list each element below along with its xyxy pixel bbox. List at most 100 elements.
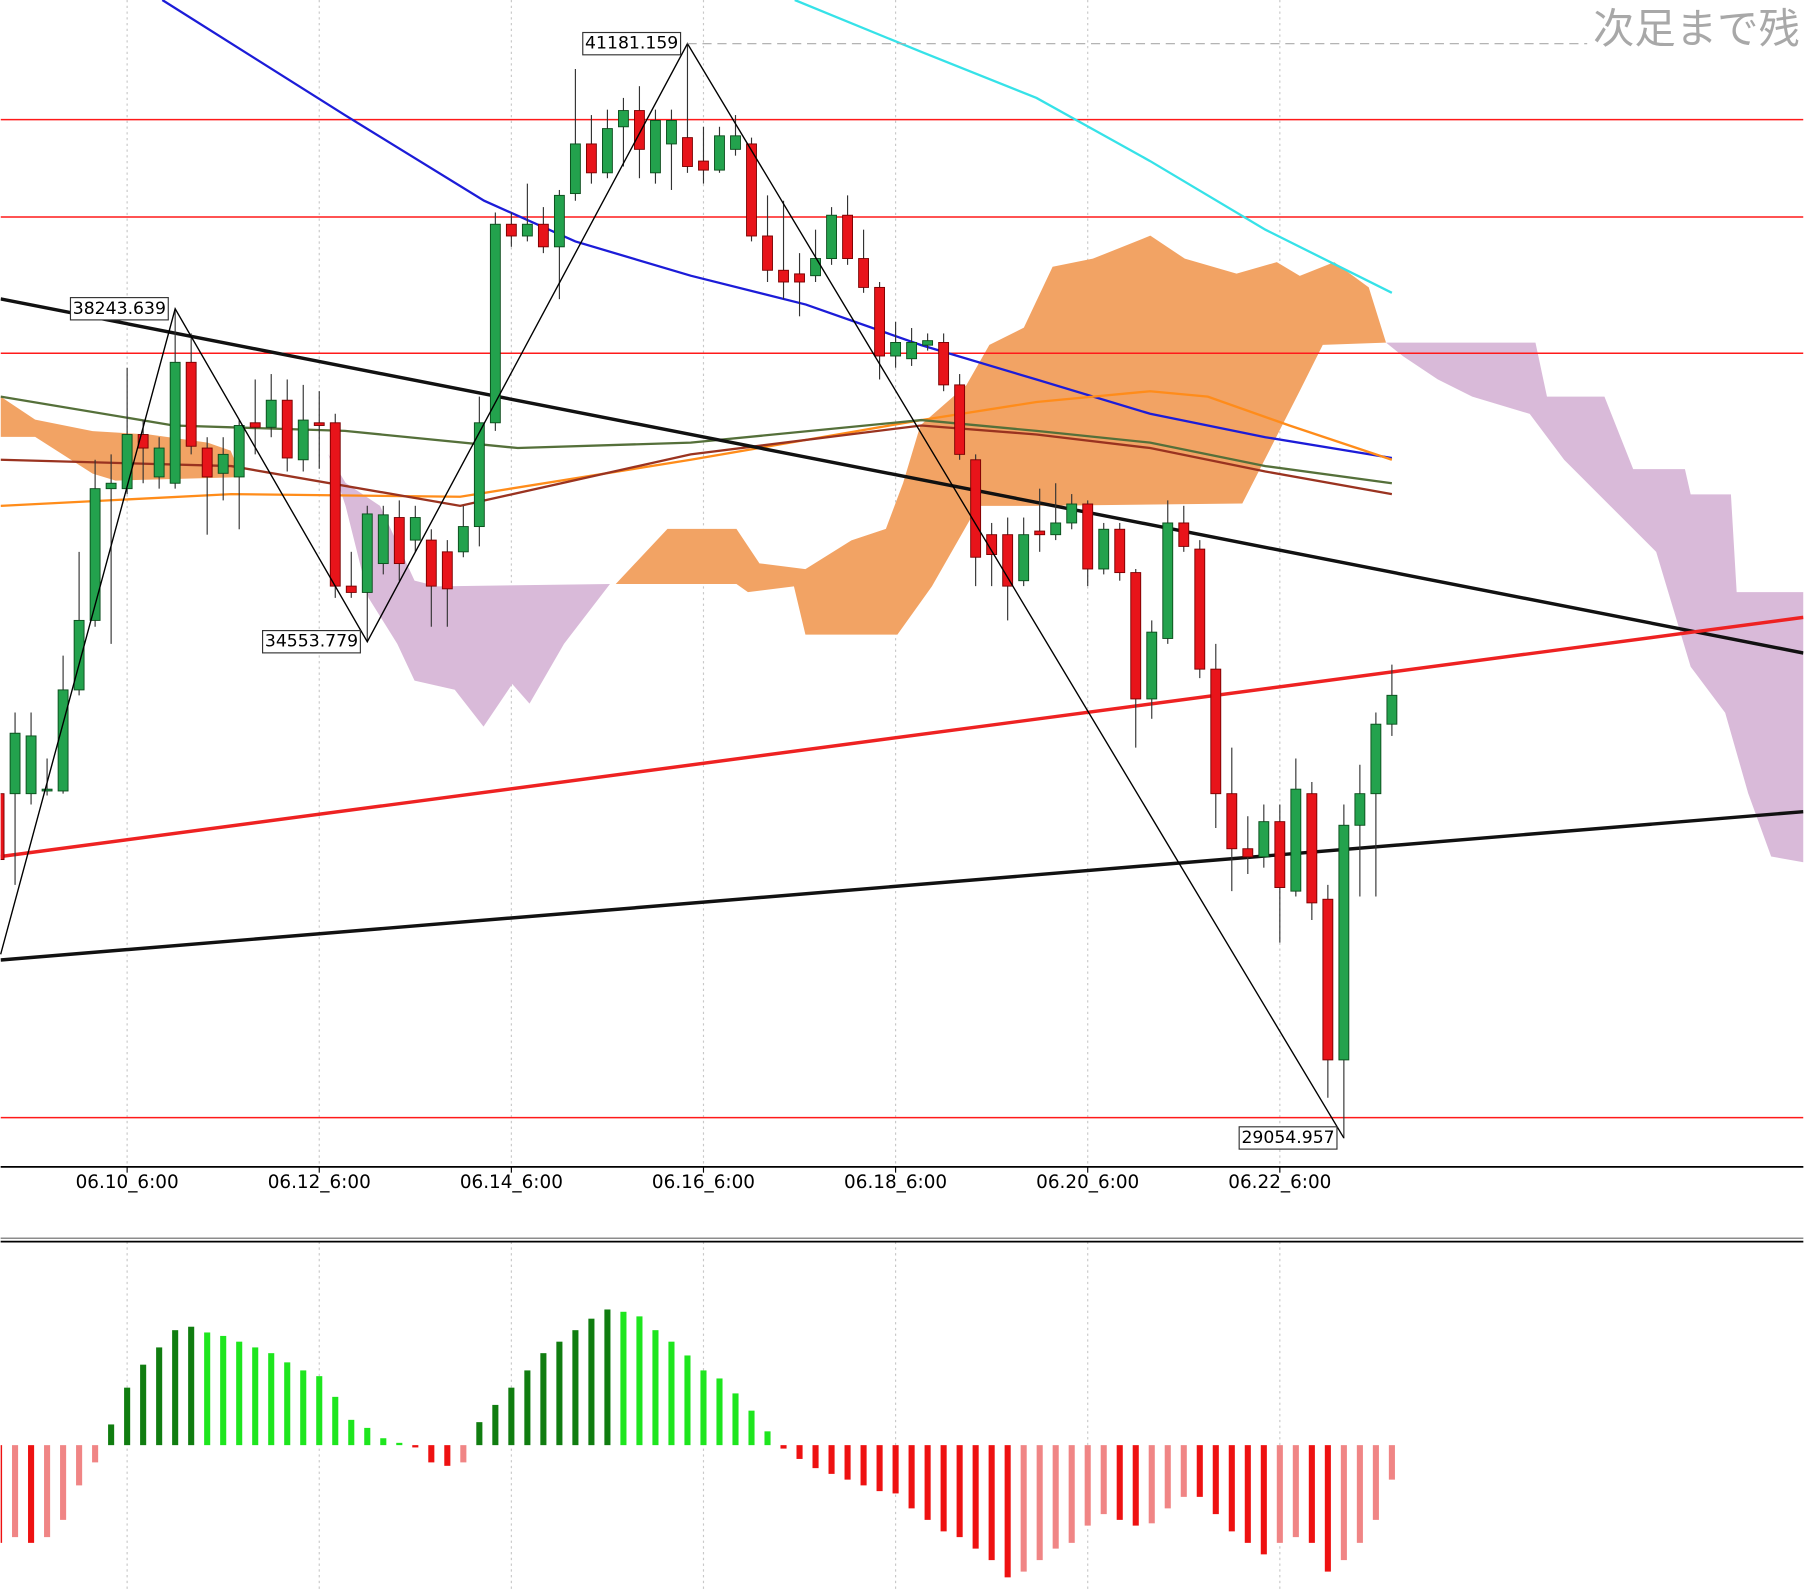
macd-bar: [268, 1353, 275, 1446]
candle-body: [682, 137, 693, 167]
candle-body: [201, 447, 213, 478]
price-label: 38243.639: [73, 299, 166, 319]
candle-body: [89, 488, 101, 621]
candle-body: [634, 110, 645, 150]
candle-body: [329, 422, 341, 587]
macd-bar: [236, 1341, 243, 1446]
candle-body: [1354, 793, 1366, 826]
macd-bar: [988, 1445, 995, 1561]
macd-bar: [1388, 1445, 1395, 1480]
price-label: 41181.159: [585, 34, 678, 54]
candle-body: [361, 513, 373, 593]
trend-line: [0, 809, 1804, 962]
candle-body: [9, 732, 21, 795]
macd-bar: [828, 1445, 835, 1474]
candle-body: [185, 361, 197, 447]
candle-body: [217, 453, 229, 474]
candle-body: [1194, 548, 1206, 670]
zigzag: 38243.639 34553.779 41181.159 29054.957: [0, 31, 1588, 1150]
macd-bar: [748, 1410, 755, 1446]
candle-body: [425, 539, 437, 587]
candle-body: [1322, 898, 1334, 1061]
macd-bar: [1116, 1445, 1123, 1520]
candle-body: [297, 419, 309, 461]
macd-bar: [412, 1445, 419, 1448]
macd-bar: [892, 1445, 899, 1494]
candle-body: [441, 551, 453, 590]
macd-bar: [524, 1370, 531, 1446]
candle-body: [1066, 503, 1078, 524]
macd-bar: [860, 1445, 867, 1486]
macd-bar: [1228, 1445, 1235, 1532]
candle-body: [858, 258, 869, 288]
candle-body: [618, 110, 629, 128]
candle-body: [377, 514, 389, 565]
candle-body: [265, 399, 277, 428]
candle-body: [585, 143, 597, 174]
macd-bar: [396, 1442, 403, 1446]
macd-bar: [1260, 1445, 1267, 1555]
macd-bar: [188, 1326, 195, 1446]
candle-body: [1034, 530, 1046, 536]
macd-bar: [844, 1445, 851, 1480]
candle-body: [1226, 793, 1238, 850]
candle-body: [714, 135, 725, 171]
macd-bar: [1084, 1445, 1091, 1526]
macd-bar: [380, 1438, 387, 1446]
macd-bar: [1324, 1445, 1331, 1572]
candle-body: [1274, 821, 1286, 888]
macd-bar: [956, 1445, 963, 1538]
macd-bar: [972, 1445, 979, 1549]
macd-bar: [1244, 1445, 1251, 1543]
macd-bar: [140, 1364, 147, 1446]
candle-body: [746, 143, 757, 237]
candle-body: [826, 214, 837, 260]
candle-body: [537, 223, 549, 248]
candle-body: [153, 447, 165, 478]
macd-bar: [1276, 1445, 1283, 1543]
candle-body: [698, 160, 709, 171]
macd-bar: [220, 1335, 227, 1446]
x-axis-labels: 06.10_6:00 06.12_6:00 06.14_6:00 06.16_6:00…: [76, 1166, 1331, 1193]
macd-bar: [572, 1330, 579, 1446]
candle-body: [938, 342, 950, 386]
candle-body: [986, 534, 998, 555]
macd-bar: [1292, 1445, 1299, 1538]
macd-bar: [508, 1387, 515, 1446]
candle-body: [762, 235, 773, 271]
macd-bar: [156, 1347, 163, 1446]
x-tick-label: 06.18_6:00: [844, 1172, 947, 1193]
candle-body: [393, 517, 405, 565]
macd-bar: [76, 1445, 83, 1486]
macd-bar: [1308, 1445, 1315, 1543]
candle-body: [409, 517, 421, 541]
macd-bar: [492, 1404, 499, 1446]
macd-bar: [476, 1422, 483, 1446]
candle-body: [1162, 522, 1174, 639]
countdown: 次足まで残: [1593, 5, 1800, 53]
candle-body: [1258, 821, 1270, 858]
zigzag-line: [0, 42, 1345, 1139]
macd-bar: [0, 1445, 3, 1543]
candle-body: [569, 143, 581, 195]
candle-body: [666, 120, 677, 145]
price-label: 29054.957: [1241, 1128, 1334, 1148]
macd-bar: [1372, 1445, 1379, 1520]
macd-bar: [604, 1309, 611, 1446]
macd-bar: [332, 1396, 339, 1446]
candle-body: [810, 258, 821, 277]
macd-bar: [1004, 1445, 1011, 1578]
candle-body: [1306, 793, 1318, 904]
macd-bar: [924, 1445, 931, 1520]
macd-bar: [1100, 1445, 1107, 1515]
candle-body: [1370, 723, 1382, 795]
candle-body: [650, 120, 661, 174]
candle-body: [1242, 848, 1254, 858]
macd-bar: [1052, 1445, 1059, 1549]
macd-bar: [1020, 1445, 1027, 1572]
moving-average: [161, 0, 1393, 460]
macd-bar: [1036, 1445, 1043, 1561]
candle-body: [473, 422, 485, 528]
candle-body: [954, 384, 966, 455]
candle-body: [730, 135, 741, 150]
